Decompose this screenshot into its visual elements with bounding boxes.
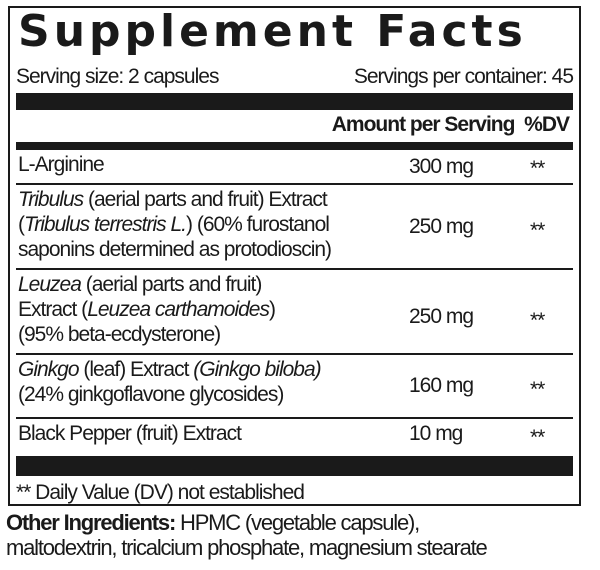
column-header: Amount per Serving %DV [331, 112, 570, 137]
ingredient-row: Black Pepper (fruit) Extract 10 mg ** [16, 419, 573, 453]
ingredient-dv: ** [530, 426, 545, 449]
ingredient-amount: 250 mg [409, 305, 474, 328]
ingredient-dv: ** [530, 219, 545, 242]
panel-title: Supplement Facts [18, 6, 527, 57]
amount-header: Amount per Serving [331, 113, 516, 136]
other-ingredients-label: Other Ingredients: [6, 510, 176, 535]
ingredient-name: Leuzea (aerial parts and fruit) Extract … [18, 273, 276, 346]
ingredient-name: Black Pepper (fruit) Extract [18, 422, 242, 445]
dv-header: %DV [524, 113, 570, 136]
ingredient-amount: 300 mg [409, 155, 474, 178]
medium-divider [16, 142, 573, 150]
ingredient-dv: ** [530, 378, 545, 401]
ingredient-row: Ginkgo (leaf) Extract (Ginkgo biloba) (2… [16, 355, 573, 419]
supplement-facts-panel: Supplement Facts Serving size: 2 capsule… [8, 6, 581, 506]
ingredient-name: L-Arginine [18, 153, 105, 176]
ingredient-amount: 10 mg [409, 422, 463, 445]
ingredient-amount: 160 mg [409, 374, 474, 397]
serving-size: Serving size: 2 capsules [16, 65, 219, 88]
other-ingredients: Other Ingredients: HPMC (vegetable capsu… [6, 510, 488, 560]
ingredient-row: Tribulus (aerial parts and fruit) Extrac… [16, 185, 573, 270]
footnote: ** Daily Value (DV) not established [16, 481, 305, 504]
ingredient-amount: 250 mg [409, 215, 474, 238]
servings-per-container: Servings per container: 45 [353, 65, 574, 88]
ingredient-name: Ginkgo (leaf) Extract (Ginkgo biloba) (2… [18, 358, 322, 406]
ingredient-row: L-Arginine 300 mg ** [16, 150, 573, 185]
ingredient-dv: ** [530, 157, 545, 180]
thick-divider [16, 456, 573, 476]
thick-divider [16, 93, 573, 110]
ingredient-dv: ** [530, 309, 545, 332]
ingredient-name: Tribulus (aerial parts and fruit) Extrac… [18, 188, 332, 261]
ingredient-row: Leuzea (aerial parts and fruit) Extract … [16, 270, 573, 355]
